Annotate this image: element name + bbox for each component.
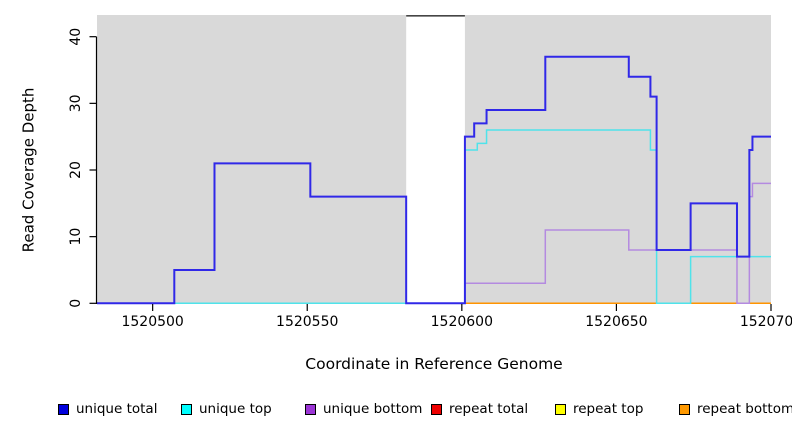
y-axis-title-wrap: Read Coverage Depth — [8, 0, 48, 340]
legend-label: unique total — [76, 401, 158, 417]
masked-region — [406, 15, 465, 304]
series-unique-total — [97, 55, 771, 305]
x-tick-label: 1520650 — [585, 314, 647, 330]
legend-swatch-repeat-bottom — [679, 403, 690, 415]
legend-swatch-unique-bottom — [305, 403, 316, 415]
legend-item-repeat-bottom: repeat bottom — [679, 399, 792, 419]
legend-item-unique-total: unique total — [58, 399, 157, 419]
y-tick-label: 10 — [68, 228, 84, 246]
legend-label: repeat top — [573, 401, 644, 417]
y-tick-label: 40 — [68, 28, 84, 46]
x-axis-title: Coordinate in Reference Genome — [305, 355, 563, 373]
y-axis-title: Read Coverage Depth — [19, 87, 37, 253]
legend-swatch-repeat-total — [431, 403, 442, 415]
x-tick-label: 1520600 — [431, 314, 493, 330]
legend-item-repeat-total: repeat total — [431, 399, 528, 419]
legend-swatch-unique-total — [58, 403, 69, 415]
y-tick-label: 30 — [68, 94, 84, 112]
x-tick-label: 1520500 — [121, 314, 183, 330]
legend-item-unique-top: unique top — [181, 399, 272, 419]
legend-label: unique bottom — [323, 401, 423, 417]
x-tick-label: 1520550 — [276, 314, 338, 330]
legend-label: repeat bottom — [697, 401, 792, 417]
y-tick-label: 20 — [68, 161, 84, 179]
legend-swatch-repeat-top — [555, 403, 566, 415]
chart-legend: unique total unique top unique bottom re… — [0, 399, 792, 421]
y-tick-label: 0 — [68, 299, 84, 308]
legend-item-unique-bottom: unique bottom — [305, 399, 422, 419]
legend-label: unique top — [199, 401, 272, 417]
x-tick-label: 1520700 — [740, 314, 792, 330]
legend-swatch-unique-top — [181, 403, 192, 415]
legend-label: repeat total — [449, 401, 529, 417]
series-unique-top — [97, 129, 771, 305]
legend-item-repeat-top: repeat top — [555, 399, 643, 419]
